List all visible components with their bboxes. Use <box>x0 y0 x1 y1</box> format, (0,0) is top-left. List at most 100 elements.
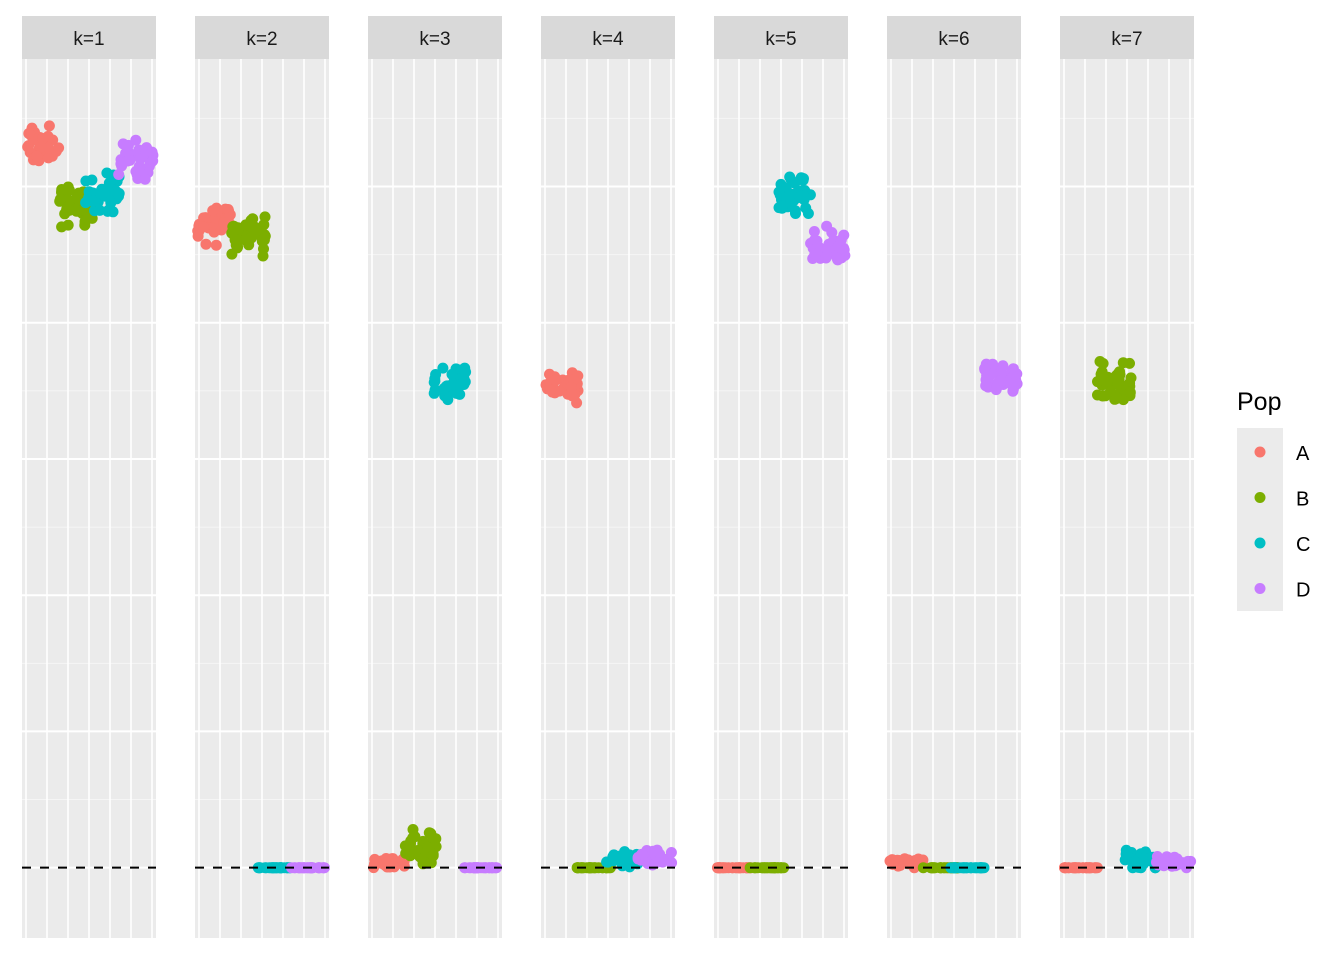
data-point-c <box>442 394 454 406</box>
data-point-b <box>425 828 437 839</box>
data-point-d <box>130 134 142 146</box>
data-point-b <box>71 192 83 204</box>
legend-key-c <box>1254 537 1266 549</box>
data-point-a <box>222 204 234 215</box>
data-point-d <box>147 155 159 167</box>
data-point-a <box>553 385 565 397</box>
data-point-d <box>838 244 850 256</box>
data-point-c <box>601 856 613 868</box>
data-point-b <box>259 211 271 223</box>
data-point-b <box>1112 378 1124 390</box>
facet-strip <box>368 16 502 59</box>
data-point-b <box>1111 392 1123 404</box>
data-point-b <box>427 850 439 862</box>
data-point-b <box>928 862 940 874</box>
data-point-d <box>642 858 654 869</box>
data-point-a <box>198 221 210 233</box>
data-point-a <box>215 224 227 236</box>
facet-strip-label: k=6 <box>938 29 969 50</box>
data-point-c <box>1120 853 1132 865</box>
data-point-b <box>1096 366 1108 378</box>
data-point-c <box>103 177 115 189</box>
data-point-c <box>86 174 98 186</box>
data-point-a <box>545 384 557 396</box>
facet-strip <box>714 16 848 59</box>
data-point-d <box>808 226 820 237</box>
data-point-b <box>258 233 270 245</box>
data-point-d <box>116 160 128 172</box>
data-point-b <box>1114 369 1126 381</box>
data-point-b <box>56 184 68 195</box>
data-point-c <box>789 177 801 189</box>
data-point-b <box>1105 385 1116 397</box>
data-point-c <box>428 387 440 399</box>
data-point-a <box>210 239 222 251</box>
data-point-c <box>105 197 117 209</box>
data-point-b <box>409 848 421 859</box>
facet-panel-7: k=7 <box>1059 16 1197 938</box>
data-point-d <box>835 234 847 246</box>
data-point-b <box>247 213 259 225</box>
data-point-d <box>130 166 142 177</box>
data-point-d <box>117 138 129 150</box>
data-point-d <box>293 862 305 874</box>
data-point-d <box>637 849 649 861</box>
legend-label-b: B <box>1296 489 1309 511</box>
facet-panel-3: k=3 <box>368 16 502 938</box>
facet-panel-4: k=4 <box>540 16 678 938</box>
data-point-b <box>82 213 94 224</box>
data-point-a <box>35 141 47 153</box>
legend-key-b <box>1254 492 1266 503</box>
data-point-b <box>405 835 417 847</box>
data-point-b <box>1117 357 1129 369</box>
data-point-c <box>107 206 119 218</box>
facet-strip-label: k=5 <box>765 29 796 50</box>
facet-panel-2: k=2 <box>192 16 330 938</box>
data-point-c <box>252 862 264 874</box>
data-point-c <box>1141 853 1153 865</box>
data-point-b <box>246 232 257 244</box>
data-point-c <box>447 379 459 390</box>
facet-strip-label: k=7 <box>1111 29 1142 50</box>
data-point-b <box>1125 372 1137 384</box>
data-point-a <box>902 854 914 866</box>
data-point-a <box>207 205 219 217</box>
data-point-d <box>647 845 659 857</box>
data-point-b <box>229 234 241 246</box>
data-point-c <box>454 388 466 400</box>
data-point-b <box>1102 374 1114 385</box>
legend-label-d: D <box>1296 580 1310 602</box>
data-point-d <box>1005 378 1017 390</box>
data-point-c <box>797 190 809 201</box>
data-point-b <box>1097 358 1109 369</box>
data-point-b <box>232 223 244 235</box>
data-point-d <box>826 227 838 238</box>
data-point-a <box>192 230 204 242</box>
data-point-b <box>247 222 259 234</box>
data-point-d <box>134 153 146 165</box>
data-point-b <box>63 204 75 216</box>
legend-label-c: C <box>1296 534 1310 556</box>
data-point-d <box>820 252 832 264</box>
data-point-d <box>666 857 678 869</box>
data-point-d <box>820 244 832 256</box>
data-point-c <box>446 368 458 380</box>
data-point-c <box>429 373 441 385</box>
data-point-d <box>139 173 151 185</box>
facet-panels: k=1 k=2 k=3 k=4 k=5 k=6 k=7 <box>22 16 1197 938</box>
data-point-d <box>997 360 1009 372</box>
data-point-c <box>94 187 106 199</box>
data-point-a <box>23 128 35 139</box>
data-point-c <box>619 846 631 858</box>
data-point-c <box>437 362 449 374</box>
data-point-d <box>979 363 991 374</box>
facet-panel-6: k=6 <box>884 16 1023 938</box>
data-point-d <box>1156 859 1168 871</box>
data-point-c <box>776 202 788 214</box>
data-point-b <box>62 219 74 231</box>
legend-key-background <box>1237 428 1283 611</box>
data-point-a <box>200 238 212 250</box>
facet-panel-1: k=1 <box>22 16 159 938</box>
legend-title: Pop <box>1237 388 1281 416</box>
